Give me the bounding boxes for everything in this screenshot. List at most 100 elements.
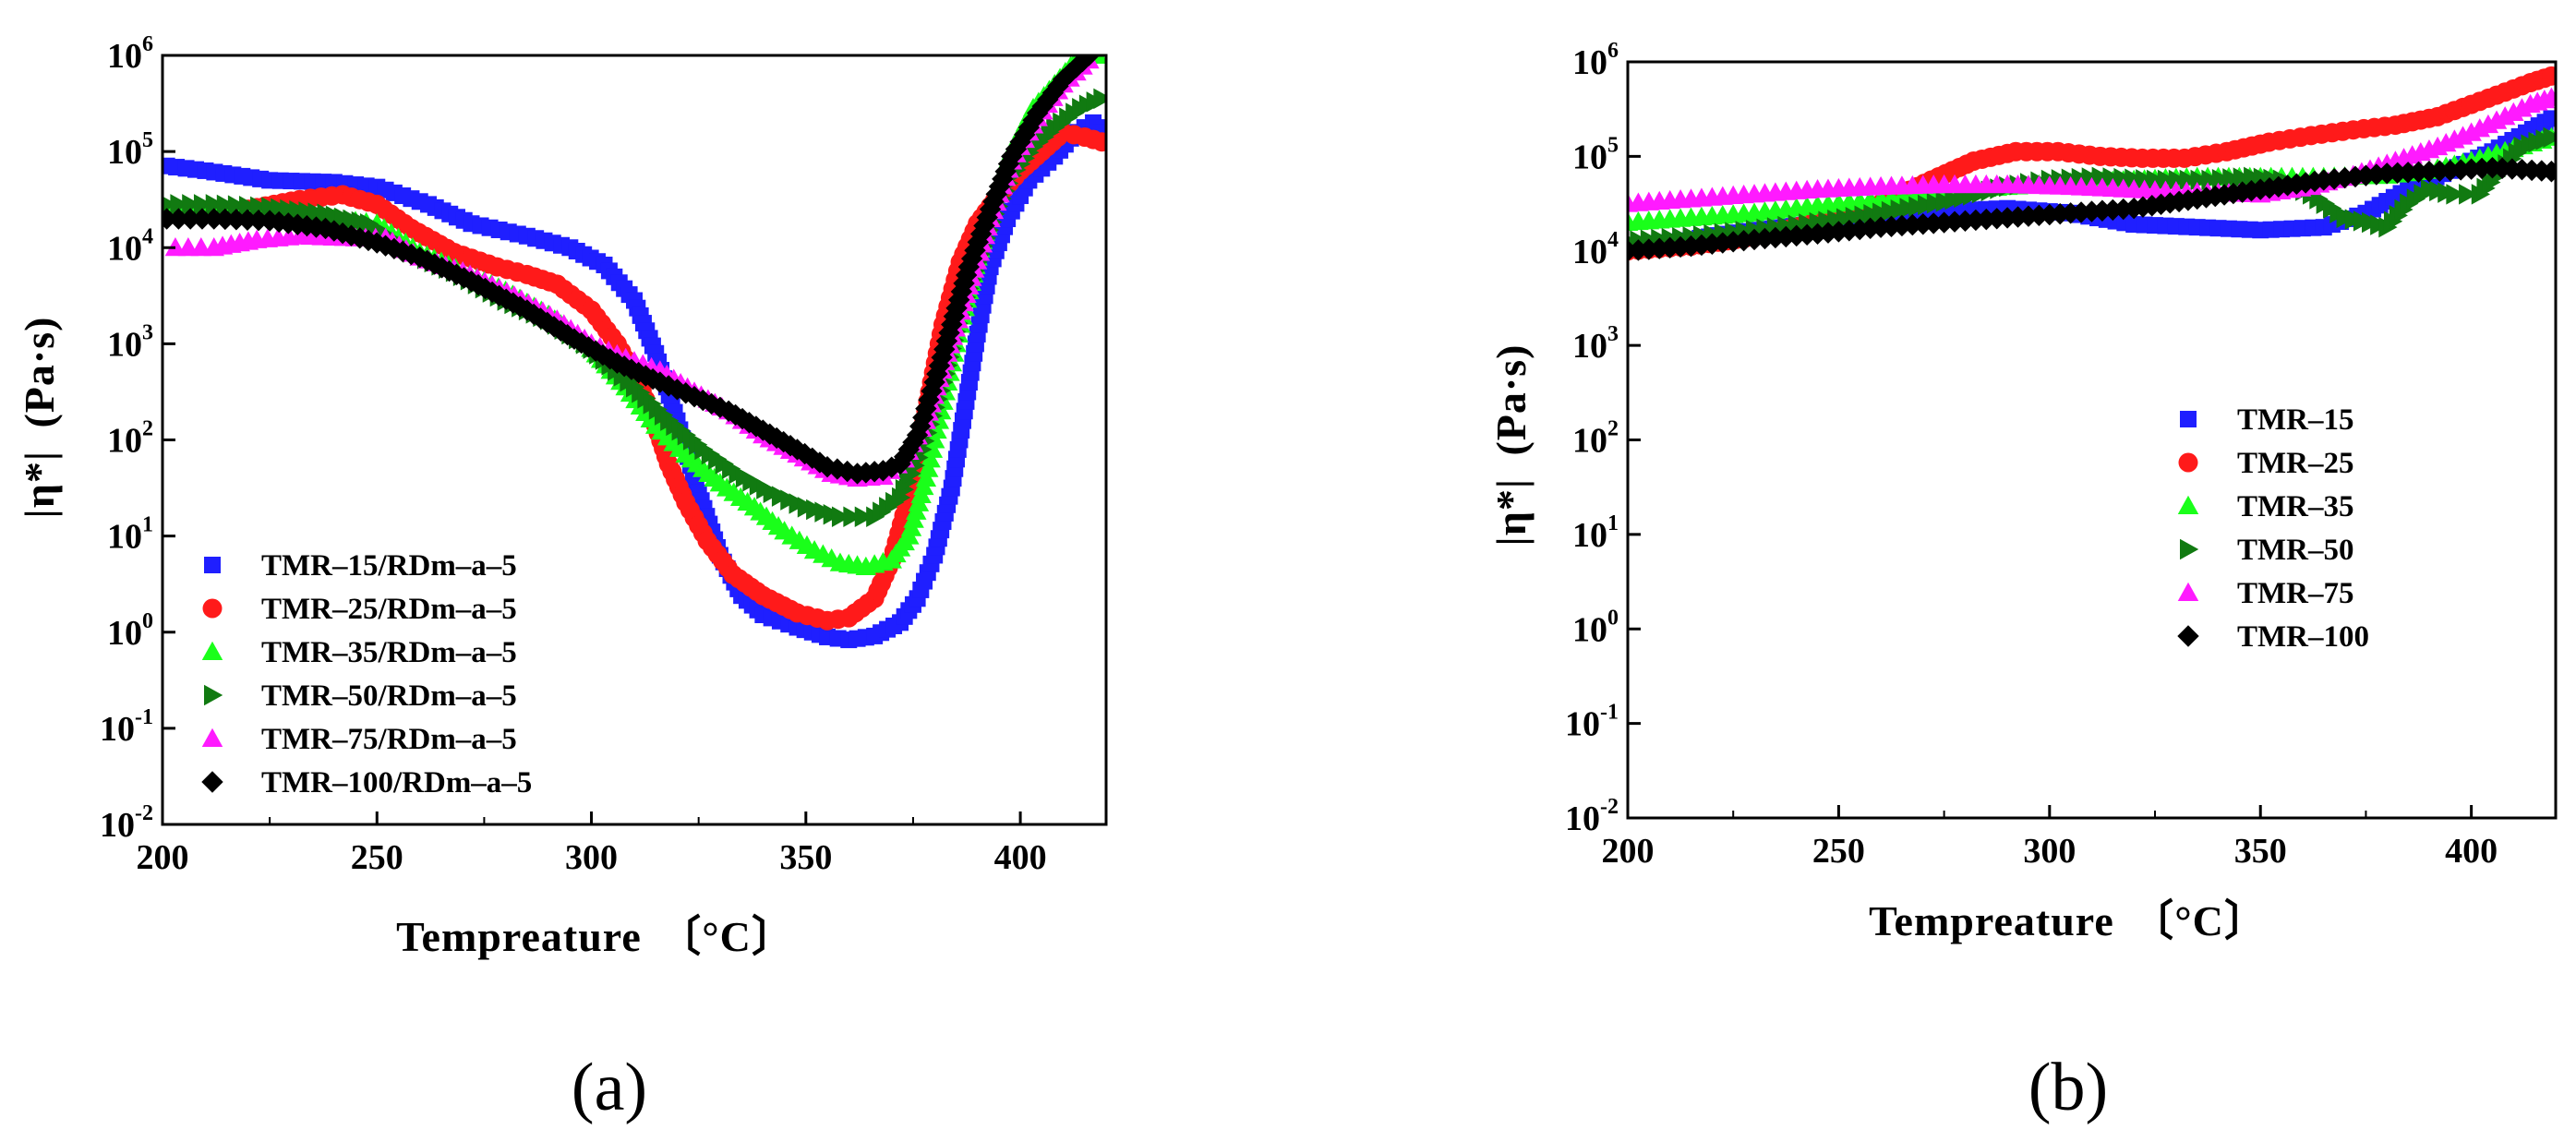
data-point (1701, 233, 1724, 255)
panel-label-b: (b) (2028, 1050, 2108, 1125)
data-point (250, 196, 270, 218)
y-tick-label: 106 (107, 32, 153, 76)
legend-label: TMR–15 (2237, 403, 2354, 437)
x-axis-bracket-right: 〕 (752, 913, 795, 960)
y-axis-title-unit: (Pa·s) (1487, 344, 1535, 456)
data-point (2439, 160, 2462, 182)
data-point (909, 415, 932, 438)
legend-item: TMR–15 (2180, 403, 2354, 437)
legend-item: TMR–75/RDm–a–5 (201, 723, 517, 756)
legend-label: TMR–50 (2237, 534, 2354, 567)
data-point (854, 506, 874, 528)
data-point (786, 439, 809, 461)
legend-b: TMR–15 TMR–25 TMR–35 TMR–50 TMR–75 TMR–100 (2177, 403, 2369, 654)
legend-marker (2180, 538, 2199, 560)
data-point (1965, 209, 1987, 232)
x-axis-title-unit: °C (702, 913, 752, 960)
data-point (205, 194, 224, 215)
data-point (2102, 167, 2122, 188)
data-point (2080, 200, 2103, 222)
legend-item: TMR–15/RDm–a–5 (204, 549, 517, 583)
data-point (1827, 221, 1850, 243)
data-point (2136, 169, 2155, 190)
data-point (816, 455, 838, 478)
plot-area-a: 200 250 300 350 400 10-2 10-1 100 101 102 103 104 10… (100, 32, 1108, 877)
data-point (2070, 201, 2092, 223)
legend-label: TMR–25 (2237, 447, 2354, 480)
y-tick-label: 105 (107, 128, 153, 172)
y-tick-label: 102 (107, 417, 153, 461)
x-axis-bracket-right: 〕 (2224, 897, 2268, 944)
data-point (1077, 55, 1101, 66)
x-tick-label: 300 (2023, 832, 2076, 871)
legend-item: TMR–75 (2177, 577, 2354, 610)
data-point (1005, 138, 1028, 161)
x-axis-bracket-left: 〔 (658, 913, 702, 960)
data-point (2168, 169, 2188, 191)
data-point (918, 389, 940, 411)
legend-label: TMR–100 (2237, 620, 2369, 654)
data-point (917, 458, 939, 477)
data-point (2211, 168, 2232, 190)
panel-label-a: (a) (572, 1050, 647, 1125)
legend-item: TMR–50/RDm–a–5 (204, 679, 517, 713)
y-axis-title-eta: |η*| (1487, 478, 1535, 546)
data-point (1775, 225, 1798, 248)
legend-marker (2178, 452, 2198, 473)
data-point (657, 375, 680, 397)
data-point (536, 311, 559, 334)
legend-marker (2177, 625, 2199, 647)
data-point (2091, 199, 2113, 222)
legend-label: TMR–35/RDm–a–5 (261, 636, 517, 669)
data-point (976, 206, 998, 229)
data-point (1037, 89, 1059, 111)
y-tick-label: 103 (107, 320, 153, 364)
y-tick-label: 100 (1572, 606, 1619, 649)
data-point (2179, 169, 2198, 191)
legend-item: TMR–35/RDm–a–5 (201, 636, 517, 669)
y-tick-label: 101 (107, 513, 153, 557)
x-tick-label: 400 (994, 838, 1047, 877)
data-point (1712, 232, 1734, 254)
data-point (227, 195, 247, 216)
legend-marker (204, 557, 221, 573)
y-axis-title-eta: |η*| (16, 451, 63, 518)
legend-marker (2180, 411, 2197, 427)
data-point (1093, 88, 1106, 110)
data-point (2313, 169, 2335, 191)
data-point (2125, 168, 2144, 189)
data-point (1052, 68, 1075, 90)
data-point (793, 442, 816, 465)
x-axis-title-a: Tempreature 〔°C〕 (396, 913, 795, 960)
legend-label: TMR–100/RDm–a–5 (261, 766, 532, 799)
x-axis-title-main: Tempreature (1869, 897, 2114, 944)
data-point (2113, 167, 2133, 189)
y-tick-label: 105 (1572, 133, 1619, 176)
data-point (193, 194, 213, 215)
y-tick-label: 104 (1572, 228, 1619, 271)
y-tick-label: 101 (1572, 511, 1619, 555)
y-tick-label: 104 (107, 224, 153, 268)
x-tick-label: 250 (1812, 832, 1865, 871)
legend-marker (202, 598, 223, 619)
data-point (1975, 208, 1997, 231)
y-axis-title-unit: (Pa·s) (16, 317, 63, 428)
legend-marker (204, 684, 223, 706)
legend-marker (201, 771, 223, 793)
data-point (1954, 210, 1977, 233)
y-tick-label: 103 (1572, 322, 1619, 366)
data-point (831, 506, 851, 528)
data-point (906, 424, 929, 446)
data-point (163, 196, 177, 213)
data-point (523, 303, 545, 326)
data-point (2541, 87, 2556, 106)
data-point (2459, 184, 2478, 205)
data-point (1796, 223, 1818, 246)
x-tick-label: 250 (351, 838, 403, 877)
legend-item: TMR–100 (2177, 620, 2369, 654)
data-point (1017, 116, 1041, 138)
legend-marker (2177, 582, 2199, 601)
data-point (2081, 167, 2101, 188)
legend-marker (201, 727, 223, 747)
